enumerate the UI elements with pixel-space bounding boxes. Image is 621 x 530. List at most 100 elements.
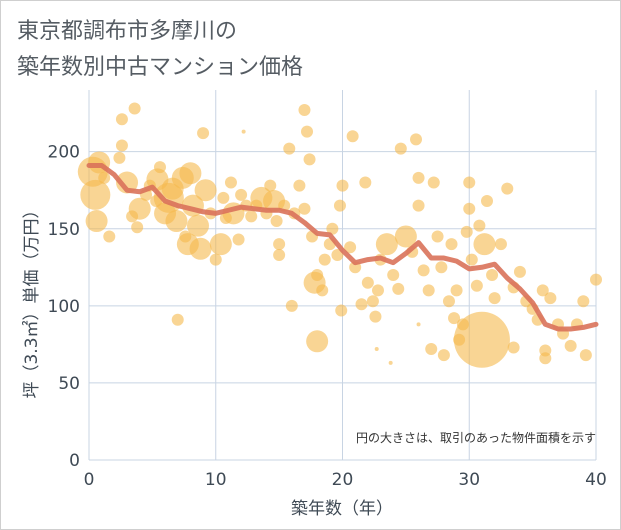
bubble bbox=[116, 171, 139, 194]
x-tick-label: 10 bbox=[205, 470, 227, 490]
bubble bbox=[245, 210, 258, 223]
bubble bbox=[346, 130, 359, 143]
bubble bbox=[470, 279, 483, 292]
bubble bbox=[431, 230, 444, 243]
chart-title: 東京都調布市多摩川の 築年数別中古マンション価格 bbox=[17, 19, 304, 80]
bubble bbox=[564, 339, 577, 352]
bubble bbox=[437, 349, 450, 362]
y-tick-label: 0 bbox=[69, 451, 80, 471]
bubble bbox=[374, 347, 379, 351]
bubble bbox=[359, 176, 372, 189]
bubble-size-note: 円の大きさは、取引のあった物件面積を示す bbox=[356, 430, 596, 445]
bubble bbox=[412, 171, 425, 184]
bubble bbox=[235, 188, 248, 201]
bubble bbox=[217, 191, 230, 204]
bubble bbox=[131, 221, 144, 234]
bubble bbox=[285, 299, 298, 312]
bubble bbox=[422, 284, 435, 297]
bubble bbox=[224, 176, 237, 189]
bubble bbox=[298, 202, 311, 215]
bubble bbox=[453, 311, 510, 368]
bubble bbox=[115, 113, 128, 126]
x-tick-label: 40 bbox=[585, 470, 607, 490]
bubble bbox=[536, 284, 549, 297]
bubble bbox=[303, 153, 316, 166]
y-tick-label: 200 bbox=[48, 143, 80, 163]
bubble bbox=[128, 102, 141, 115]
bubble bbox=[577, 295, 590, 308]
bubble bbox=[85, 210, 108, 233]
bubble bbox=[153, 161, 166, 174]
bubble bbox=[473, 219, 486, 232]
bubble bbox=[369, 310, 382, 323]
bubble bbox=[412, 199, 425, 212]
bubble bbox=[392, 282, 405, 295]
bubble bbox=[187, 214, 210, 237]
y-tick-label: 100 bbox=[48, 297, 80, 317]
bubble bbox=[544, 292, 557, 305]
bubble bbox=[241, 129, 246, 134]
trend-line-group bbox=[86, 163, 599, 332]
bubble bbox=[435, 261, 448, 274]
bubble bbox=[448, 312, 461, 325]
bubble bbox=[283, 142, 296, 155]
y-axis-label: 坪（3.3㎡）単価（万円） bbox=[22, 201, 42, 398]
bubble bbox=[113, 151, 126, 164]
bubble bbox=[463, 202, 476, 215]
bubble bbox=[494, 238, 507, 251]
bubble bbox=[480, 195, 493, 207]
bubble bbox=[232, 233, 245, 246]
bubble bbox=[273, 238, 286, 251]
bubble bbox=[306, 330, 329, 353]
x-tick-label: 30 bbox=[458, 470, 480, 490]
bubble bbox=[513, 265, 526, 278]
bubble bbox=[273, 248, 286, 261]
trend-line bbox=[86, 163, 599, 332]
bubble bbox=[115, 139, 128, 152]
x-axis-label: 築年数（年） bbox=[291, 499, 393, 519]
bubble bbox=[189, 237, 212, 260]
x-tick-label: 20 bbox=[332, 470, 354, 490]
bubble bbox=[333, 199, 346, 212]
bubble bbox=[539, 352, 552, 365]
bubble bbox=[425, 343, 438, 355]
bubbles bbox=[77, 102, 602, 368]
bubble bbox=[579, 349, 592, 362]
y-tick-label: 150 bbox=[48, 220, 80, 240]
bubble bbox=[301, 125, 314, 138]
bubble bbox=[375, 233, 398, 256]
bubble bbox=[335, 304, 348, 317]
bubble bbox=[318, 253, 331, 266]
bubble bbox=[331, 248, 344, 261]
bubble bbox=[209, 253, 222, 266]
bubble bbox=[293, 179, 306, 192]
bubble bbox=[128, 197, 151, 220]
bubble bbox=[366, 295, 379, 308]
bubble bbox=[388, 360, 393, 365]
bubble bbox=[311, 269, 324, 281]
bubble bbox=[197, 127, 210, 140]
bubble bbox=[501, 182, 514, 195]
bubble bbox=[80, 179, 111, 210]
bubble bbox=[316, 284, 329, 297]
bubble bbox=[463, 176, 476, 189]
bubble bbox=[416, 322, 421, 327]
bubble bbox=[394, 142, 407, 155]
bubble bbox=[442, 295, 455, 308]
bubble bbox=[298, 104, 311, 117]
bubble bbox=[103, 230, 116, 243]
bubble bbox=[507, 341, 520, 354]
bubble bbox=[460, 225, 473, 238]
bubble bbox=[410, 133, 423, 146]
bubble bbox=[344, 241, 357, 254]
grid bbox=[88, 90, 597, 461]
bubble bbox=[355, 298, 368, 311]
bubble bbox=[473, 233, 496, 256]
bubble bbox=[326, 222, 339, 235]
bubble bbox=[427, 176, 440, 189]
bubble bbox=[486, 269, 499, 281]
bubble bbox=[179, 162, 202, 185]
bubble bbox=[209, 233, 232, 256]
